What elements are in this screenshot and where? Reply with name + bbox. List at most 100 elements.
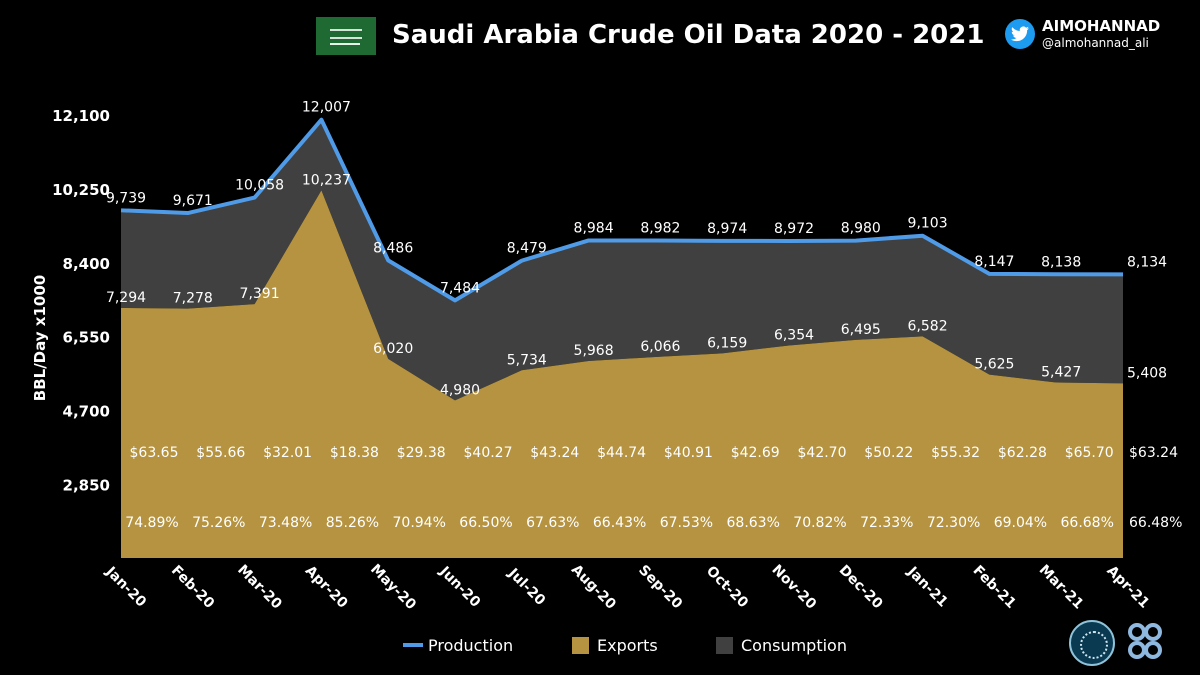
production-label: 8,982 bbox=[640, 221, 680, 237]
y-tick-label: 2,850 bbox=[63, 477, 110, 495]
price-label: $65.70 bbox=[1065, 445, 1114, 461]
price-label: $63.65 bbox=[130, 445, 179, 461]
legend-consumption-label: Consumption bbox=[741, 636, 847, 655]
price-label: $40.91 bbox=[664, 445, 713, 461]
price-label: $42.70 bbox=[798, 445, 847, 461]
export-share-label: 72.33% bbox=[860, 515, 913, 531]
production-label: 9,103 bbox=[908, 216, 948, 232]
y-tick-label: 4,700 bbox=[63, 403, 110, 421]
price-label: $55.66 bbox=[196, 445, 245, 461]
y-tick-label: 12,100 bbox=[52, 107, 110, 125]
production-label: 8,984 bbox=[574, 220, 614, 236]
price-label: $18.38 bbox=[330, 445, 379, 461]
price-label: $50.22 bbox=[864, 445, 913, 461]
twitter-handle: @almohannad_ali bbox=[1042, 36, 1149, 50]
production-label: 8,147 bbox=[974, 254, 1014, 270]
price-label: $44.74 bbox=[597, 445, 646, 461]
exports-label: 5,408 bbox=[1127, 365, 1167, 381]
export-share-label: 70.94% bbox=[393, 515, 446, 531]
price-label: $40.27 bbox=[464, 445, 513, 461]
production-label: 8,138 bbox=[1041, 254, 1081, 270]
chart-title: Saudi Arabia Crude Oil Data 2020 - 2021 bbox=[392, 20, 985, 50]
x-tick-label: Mar-20 bbox=[234, 562, 285, 613]
x-tick-label: Jan-20 bbox=[102, 563, 149, 610]
exports-label: 7,278 bbox=[173, 291, 213, 307]
price-label: $29.38 bbox=[397, 445, 446, 461]
x-tick-label: Oct-20 bbox=[703, 563, 751, 611]
exports-area bbox=[121, 190, 1123, 558]
exports-label: 5,427 bbox=[1041, 365, 1081, 381]
twitter-bird-icon bbox=[1005, 19, 1035, 49]
exports-label: 6,020 bbox=[373, 341, 413, 357]
exports-label: 5,625 bbox=[974, 357, 1014, 373]
export-share-label: 73.48% bbox=[259, 515, 312, 531]
x-tick-label: Feb-21 bbox=[970, 562, 1019, 611]
export-share-label: 70.82% bbox=[793, 515, 846, 531]
production-label: 8,486 bbox=[373, 240, 413, 256]
exports-label: 6,495 bbox=[841, 322, 881, 338]
price-label: $43.24 bbox=[530, 445, 579, 461]
x-tick-label: May-20 bbox=[367, 561, 419, 613]
legend-production-label: Production bbox=[428, 636, 513, 655]
opec-logo-icon bbox=[1128, 623, 1162, 659]
x-tick-label: Apr-21 bbox=[1103, 563, 1152, 612]
export-share-label: 66.43% bbox=[593, 515, 646, 531]
price-label: $55.32 bbox=[931, 445, 980, 461]
price-label: $63.24 bbox=[1129, 445, 1178, 461]
production-label: 7,484 bbox=[440, 280, 480, 296]
production-label: 8,974 bbox=[707, 221, 747, 237]
saudi-flag-icon bbox=[316, 17, 376, 55]
exports-label: 4,980 bbox=[440, 382, 480, 398]
x-tick-label: Aug-20 bbox=[568, 562, 619, 613]
exports-label: 5,734 bbox=[507, 352, 547, 368]
production-label: 12,007 bbox=[302, 100, 351, 116]
export-share-label: 85.26% bbox=[326, 515, 379, 531]
export-share-label: 68.63% bbox=[727, 515, 780, 531]
x-tick-label: Dec-20 bbox=[836, 562, 886, 612]
export-share-label: 67.63% bbox=[526, 515, 579, 531]
x-tick-label: Feb-20 bbox=[168, 562, 218, 612]
export-share-label: 72.30% bbox=[927, 515, 980, 531]
exports-label: 7,391 bbox=[240, 286, 280, 302]
y-tick-label: 10,250 bbox=[52, 181, 110, 199]
legend-consumption-swatch bbox=[716, 637, 733, 654]
export-share-label: 67.53% bbox=[660, 515, 713, 531]
export-share-label: 69.04% bbox=[994, 515, 1047, 531]
production-label: 8,479 bbox=[507, 241, 547, 257]
production-label: 8,134 bbox=[1127, 254, 1167, 270]
export-share-label: 74.89% bbox=[125, 515, 178, 531]
x-tick-label: Jul-20 bbox=[504, 565, 548, 609]
exports-label: 6,066 bbox=[640, 339, 680, 355]
production-line bbox=[120, 117, 1124, 303]
x-tick-label: Sep-20 bbox=[635, 562, 685, 612]
exports-label: 6,159 bbox=[707, 335, 747, 351]
price-label: $32.01 bbox=[263, 445, 312, 461]
production-label: 9,671 bbox=[173, 193, 213, 209]
price-label: $42.69 bbox=[731, 445, 780, 461]
production-label: 9,739 bbox=[106, 190, 146, 206]
production-label: 8,972 bbox=[774, 221, 814, 237]
exports-label: 6,582 bbox=[908, 318, 948, 334]
legend-exports-swatch bbox=[572, 637, 589, 654]
consumption-area bbox=[121, 119, 1123, 401]
x-tick-label: Jan-21 bbox=[903, 563, 950, 610]
exports-label: 10,237 bbox=[302, 172, 351, 188]
export-share-label: 66.68% bbox=[1061, 515, 1114, 531]
twitter-name: AIMOHANNAD bbox=[1042, 17, 1161, 35]
x-tick-label: Nov-20 bbox=[768, 562, 819, 613]
export-share-label: 66.48% bbox=[1129, 515, 1182, 531]
legend-exports-label: Exports bbox=[597, 636, 658, 655]
twitter-handle-block: AIMOHANNAD @almohannad_ali bbox=[1042, 18, 1160, 52]
x-tick-label: Jun-20 bbox=[436, 563, 484, 611]
org-seal-icon bbox=[1069, 620, 1115, 666]
export-share-label: 75.26% bbox=[192, 515, 245, 531]
production-label: 8,980 bbox=[841, 221, 881, 237]
exports-label: 6,354 bbox=[774, 328, 814, 344]
price-label: $62.28 bbox=[998, 445, 1047, 461]
exports-label: 7,294 bbox=[106, 290, 146, 306]
x-tick-label: Apr-20 bbox=[302, 563, 351, 612]
y-tick-label: 8,400 bbox=[63, 255, 110, 273]
exports-label: 5,968 bbox=[574, 343, 614, 359]
production-label: 10,058 bbox=[235, 178, 284, 194]
